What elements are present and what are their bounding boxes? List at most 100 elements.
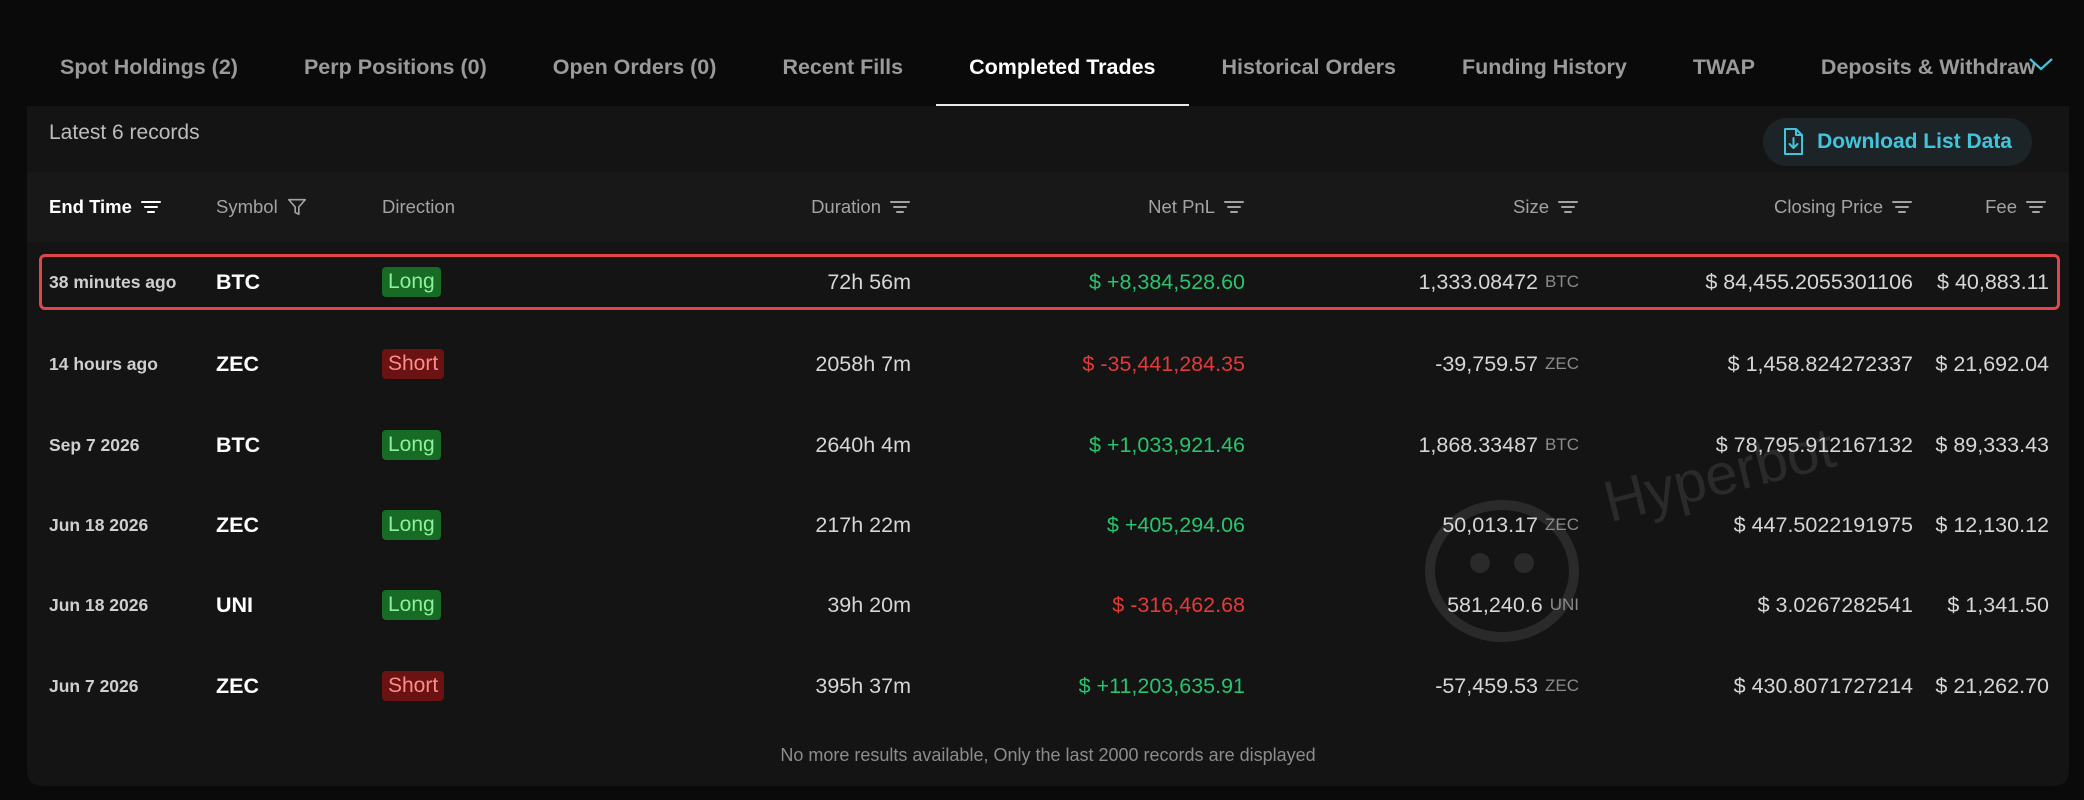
column-duration[interactable]: Duration (647, 172, 911, 242)
cell-direction: Long (382, 257, 441, 307)
cell-end-time: 14 hours ago (49, 353, 158, 374)
sort-icon[interactable] (1557, 199, 1579, 215)
size-value: 1,868.33487 (1418, 432, 1538, 457)
cell-size: 1,333.08472 BTC (1262, 257, 1579, 307)
download-list-label: Download List Data (1817, 130, 2012, 153)
tab-bar: Spot Holdings (2) Perp Positions (0) Ope… (27, 28, 2084, 106)
direction-badge: Long (382, 510, 441, 540)
cell-fee: $ 21,262.70 (1935, 673, 2049, 698)
size-value: -39,759.57 (1435, 351, 1538, 376)
cell-duration: 72h 56m (827, 269, 911, 294)
sort-icon[interactable] (1891, 199, 1913, 215)
column-label: Net PnL (1148, 196, 1215, 217)
cell-size: 1,868.33487 BTC (1262, 420, 1579, 470)
cell-direction: Long (382, 420, 441, 470)
cell-closing-price: $ 78,795.912167132 (1715, 432, 1913, 457)
tab-twap[interactable]: TWAP (1692, 54, 1755, 79)
size-value: 50,013.17 (1442, 512, 1538, 537)
cell-net-pnl: $ -35,441,284.35 (1082, 351, 1245, 376)
download-file-icon (1784, 128, 1804, 155)
tab-recent-fills[interactable]: Recent Fills (782, 54, 904, 79)
size-value: 581,240.6 (1447, 592, 1543, 617)
size-unit: BTC (1545, 272, 1579, 291)
download-list-button[interactable]: Download List Data (1763, 118, 2032, 166)
cell-end-time: Jun 18 2026 (49, 514, 149, 535)
direction-badge: Long (382, 267, 441, 297)
table-row[interactable]: Sep 7 2026 BTC Long 2640h 4m $ +1,033,92… (27, 420, 2069, 470)
column-label: Symbol (216, 196, 278, 217)
column-net-pnl[interactable]: Net PnL (927, 172, 1245, 242)
cell-fee: $ 89,333.43 (1935, 432, 2049, 457)
size-unit: UNI (1549, 595, 1579, 614)
column-symbol[interactable]: Symbol (216, 172, 308, 242)
chevron-down-icon[interactable] (2028, 56, 2054, 72)
tab-spot-holdings[interactable]: Spot Holdings (2) (60, 54, 238, 79)
cell-end-time: Jun 7 2026 (49, 675, 139, 696)
column-closing-price[interactable]: Closing Price (1587, 172, 1913, 242)
cell-end-time: Jun 18 2026 (49, 594, 149, 615)
cell-duration: 2058h 7m (815, 351, 911, 376)
cell-net-pnl: $ -316,462.68 (1112, 592, 1245, 617)
column-direction: Direction (382, 172, 455, 242)
tab-open-orders[interactable]: Open Orders (0) (552, 54, 717, 79)
cell-size: 50,013.17 ZEC (1262, 500, 1579, 550)
cell-size: -39,759.57 ZEC (1262, 339, 1579, 389)
tab-deposits-withdrawals[interactable]: Deposits & Withdraw (1820, 54, 2036, 79)
cell-symbol[interactable]: BTC (216, 269, 261, 294)
records-count: Latest 6 records (49, 121, 200, 144)
cell-direction: Short (382, 339, 445, 389)
table-row[interactable]: Jun 7 2026 ZEC Short 395h 37m $ +11,203,… (27, 661, 2069, 711)
cell-closing-price: $ 430.8071727214 (1733, 673, 1913, 698)
cell-symbol[interactable]: BTC (216, 432, 261, 457)
column-label: Closing Price (1774, 196, 1883, 217)
column-label: Duration (811, 196, 881, 217)
tab-completed-trades[interactable]: Completed Trades (936, 28, 1189, 106)
cell-symbol[interactable]: UNI (216, 592, 254, 617)
table-row[interactable]: Jun 18 2026 ZEC Long 217h 22m $ +405,294… (27, 500, 2069, 550)
cell-symbol[interactable]: ZEC (216, 351, 259, 376)
tab-funding-history[interactable]: Funding History (1461, 54, 1627, 79)
cell-size: -57,459.53 ZEC (1262, 661, 1579, 711)
column-label: End Time (49, 196, 132, 217)
cell-symbol[interactable]: ZEC (216, 673, 259, 698)
tab-perp-positions[interactable]: Perp Positions (0) (303, 54, 487, 79)
cell-net-pnl: $ +1,033,921.46 (1088, 432, 1245, 457)
table-header: End Time Symbol Direction Duration Net P… (27, 172, 2069, 242)
size-value: 1,333.08472 (1418, 269, 1538, 294)
column-fee[interactable]: Fee (1927, 172, 2047, 242)
sort-icon[interactable] (1223, 199, 1245, 215)
direction-badge: Short (382, 349, 445, 379)
column-label: Fee (1985, 196, 2017, 217)
column-end-time[interactable]: End Time (49, 172, 162, 242)
cell-size: 581,240.6 UNI (1262, 580, 1579, 630)
cell-fee: $ 12,130.12 (1935, 512, 2049, 537)
size-value: -57,459.53 (1435, 673, 1538, 698)
cell-symbol[interactable]: ZEC (216, 512, 259, 537)
no-more-results-note: No more results available, Only the last… (780, 745, 1316, 765)
cell-net-pnl: $ +11,203,635.91 (1078, 673, 1245, 698)
filter-icon[interactable] (286, 197, 308, 217)
cell-direction: Long (382, 580, 441, 630)
sort-icon[interactable] (889, 199, 911, 215)
cell-direction: Short (382, 661, 445, 711)
direction-badge: Short (382, 671, 445, 701)
cell-closing-price: $ 3.0267282541 (1757, 592, 1913, 617)
cell-end-time: 38 minutes ago (49, 271, 177, 292)
table-row[interactable]: 38 minutes ago BTC Long 72h 56m $ +8,384… (39, 254, 2060, 310)
completed-trades-panel: Latest 6 records Download List Data End … (27, 106, 2069, 786)
sort-icon[interactable] (140, 199, 162, 215)
cell-fee: $ 40,883.11 (1937, 269, 2049, 294)
table-row[interactable]: Jun 18 2026 UNI Long 39h 20m $ -316,462.… (27, 580, 2069, 630)
cell-duration: 217h 22m (815, 512, 911, 537)
table-row[interactable]: 14 hours ago ZEC Short 2058h 7m $ -35,44… (27, 339, 2069, 389)
direction-badge: Long (382, 590, 441, 620)
tab-historical-orders[interactable]: Historical Orders (1221, 54, 1396, 79)
cell-closing-price: $ 1,458.824272337 (1727, 351, 1913, 376)
cell-end-time: Sep 7 2026 (49, 434, 140, 455)
size-unit: ZEC (1545, 515, 1579, 534)
cell-closing-price: $ 447.5022191975 (1733, 512, 1913, 537)
column-size[interactable]: Size (1277, 172, 1579, 242)
sort-icon[interactable] (2025, 199, 2047, 215)
size-unit: ZEC (1545, 354, 1579, 373)
column-label: Size (1513, 196, 1549, 217)
